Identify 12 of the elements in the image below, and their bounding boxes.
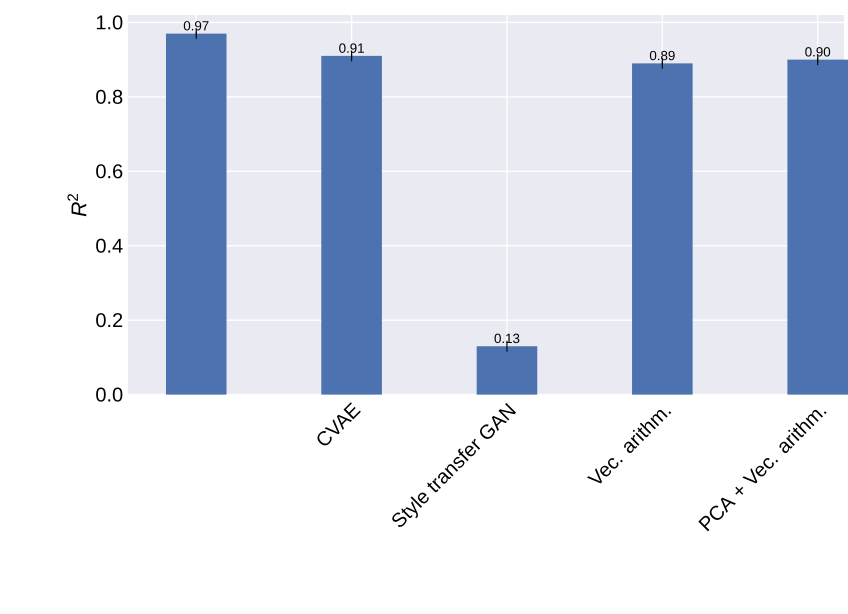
data-label: 0.90 <box>805 46 830 56</box>
y-tick-label: 0.4 <box>96 238 123 253</box>
data-label: 0.91 <box>339 43 364 53</box>
y-tick-label: 0.0 <box>96 387 122 402</box>
data-label: 0.97 <box>184 20 209 30</box>
y-tick-label: 1.0 <box>96 15 122 30</box>
y-tick-label: 0.8 <box>96 90 122 104</box>
data-label: 0.89 <box>650 50 675 60</box>
y-tick-label: 0.2 <box>96 312 122 328</box>
y-axis-title: R$^{2}$ <box>67 194 86 216</box>
y-tick-label: 0.6 <box>96 164 122 178</box>
data-label: 0.13 <box>494 334 520 343</box>
